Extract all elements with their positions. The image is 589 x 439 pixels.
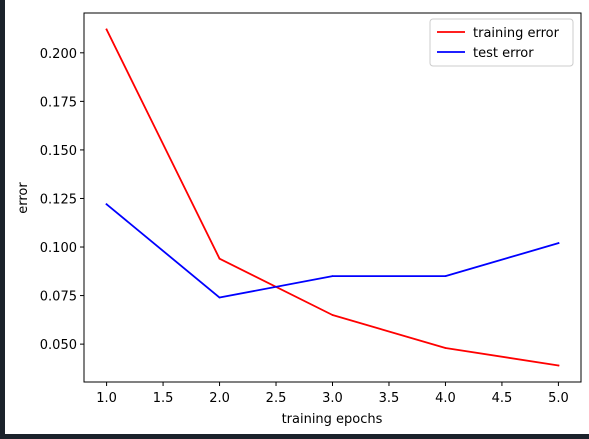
data-point-training-error: [105, 28, 108, 31]
x-axis-ticks: 1.0 1.5 2.0 2.5 3.0 3.5 4.0 4.5 5.0: [96, 382, 569, 406]
y-tick-label: 0.200: [40, 47, 77, 62]
data-point-test-error: [557, 242, 560, 245]
y-axis-label: error: [16, 182, 31, 214]
legend: training error test error: [429, 18, 574, 67]
x-tick-label: 1.0: [96, 391, 117, 406]
axes-layer: [83, 12, 582, 383]
plot-layer: [105, 28, 560, 367]
y-tick-label: 0.075: [40, 290, 77, 305]
legend-box: [429, 18, 574, 67]
chart-figure: 1.0 1.5 2.0 2.5 3.0 3.5 4.0 4.5 5.0 0.050 0.075 0.…: [5, 0, 589, 434]
plot-frame: [83, 12, 582, 383]
x-axis-label: training epochs: [282, 412, 383, 427]
y-tick-label: 0.100: [40, 241, 77, 256]
data-point-training-error: [557, 364, 560, 367]
data-point-test-error: [105, 203, 108, 206]
data-point-test-error: [218, 296, 221, 299]
data-point-training-error: [444, 347, 447, 349]
y-tick-label: 0.175: [40, 95, 77, 110]
x-tick-label: 4.0: [435, 391, 456, 406]
x-tick-label: 5.0: [548, 391, 569, 406]
x-tick-label: 3.0: [322, 391, 343, 406]
y-tick-label: 0.125: [40, 192, 77, 207]
y-tick-label: 0.050: [40, 338, 77, 353]
x-tick-label: 3.5: [379, 391, 400, 406]
x-tick-label: 4.5: [492, 391, 513, 406]
legend-label-test-error: test error: [473, 46, 534, 61]
y-axis-ticks: 0.050 0.075 0.100 0.125 0.150 0.175 0.200: [40, 47, 84, 353]
data-point-test-error: [331, 275, 334, 278]
x-tick-label: 2.0: [209, 391, 230, 406]
data-point-training-error: [218, 257, 221, 260]
x-tick-label: 2.5: [266, 391, 287, 406]
legend-label-training-error: training error: [473, 26, 560, 41]
data-point-test-error: [444, 275, 447, 278]
series-line-test-error: [105, 203, 560, 299]
line-chart: 1.0 1.5 2.0 2.5 3.0 3.5 4.0 4.5 5.0 0.0500.0750.…: [16, 12, 582, 427]
x-tick-label: 1.5: [153, 391, 174, 406]
y-tick-label: 0.150: [40, 144, 77, 159]
data-point-training-error: [331, 314, 334, 316]
